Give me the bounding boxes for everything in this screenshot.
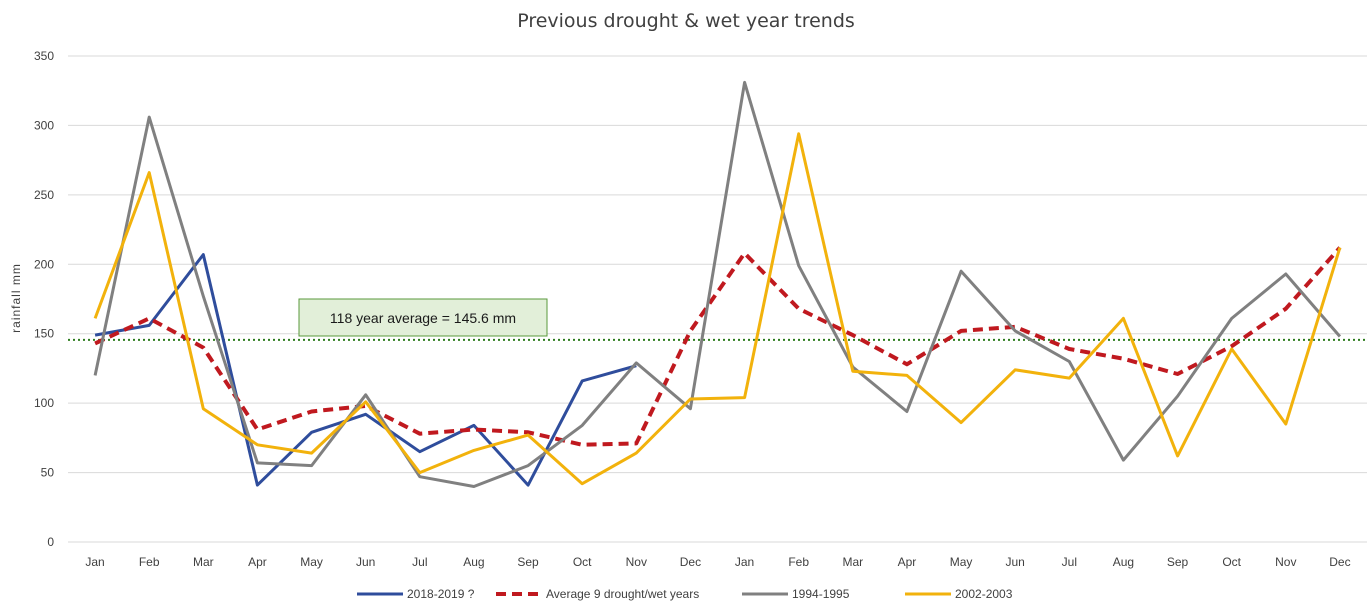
x-tick-label: Apr: [248, 555, 267, 569]
x-tick-label: Apr: [898, 555, 917, 569]
legend-label-3: 2002-2003: [955, 587, 1013, 601]
x-tick-label: Jul: [1062, 555, 1077, 569]
x-tick-label: Nov: [626, 555, 647, 569]
y-axis-ticks: 0 50 100 150 200 250 300 350: [34, 49, 54, 549]
x-tick-label: Feb: [788, 555, 809, 569]
y-tick-label: 150: [34, 327, 54, 341]
x-tick-label: May: [300, 555, 323, 569]
x-tick-label: Dec: [680, 555, 701, 569]
x-tick-label: Jan: [85, 555, 104, 569]
x-tick-label: Nov: [1275, 555, 1296, 569]
x-tick-label: Jan: [735, 555, 754, 569]
series-line-3: [93, 132, 1342, 486]
x-tick-label: Aug: [1113, 555, 1134, 569]
average-annotation: 118 year average = 145.6 mm: [298, 298, 548, 337]
series-line-2: [93, 80, 1342, 488]
legend: 2018-2019 ? Average 9 drought/wet years 19…: [357, 587, 1013, 601]
x-axis-ticks: Jan Feb Mar Apr May Jun Jul Aug Sep Oct Nov Dec Jan F…: [85, 555, 1350, 569]
x-tick-label: Oct: [1222, 555, 1241, 569]
x-tick-label: Oct: [573, 555, 592, 569]
legend-label-0: 2018-2019 ?: [407, 587, 475, 601]
x-tick-label: Mar: [842, 555, 863, 569]
average-annotation-label: 118 year average = 145.6 mm: [330, 310, 516, 326]
x-tick-label: Jun: [1006, 555, 1025, 569]
y-tick-label: 0: [47, 535, 54, 549]
average-annotation-box: [298, 298, 548, 337]
gridlines: [68, 55, 1367, 543]
y-tick-label: 100: [34, 396, 54, 410]
y-tick-label: 50: [41, 466, 55, 480]
series-line-1: [94, 246, 1342, 447]
x-tick-label: Mar: [193, 555, 214, 569]
y-tick-label: 200: [34, 257, 54, 271]
y-tick-label: 250: [34, 188, 54, 202]
x-tick-label: Jul: [412, 555, 427, 569]
x-tick-label: Aug: [463, 555, 484, 569]
y-tick-label: 350: [34, 49, 54, 63]
x-tick-label: Jun: [356, 555, 375, 569]
y-axis-label: rainfall mm: [9, 263, 23, 333]
y-tick-label: 300: [34, 118, 54, 132]
x-tick-label: Sep: [1167, 555, 1189, 569]
series-lines: [93, 80, 1342, 488]
x-tick-label: Dec: [1329, 555, 1350, 569]
legend-label-1: Average 9 drought/wet years: [546, 587, 699, 601]
x-tick-label: May: [950, 555, 973, 569]
x-tick-label: Sep: [517, 555, 539, 569]
x-tick-label: Feb: [139, 555, 160, 569]
chart-title: Previous drought & wet year trends: [517, 10, 855, 32]
legend-label-2: 1994-1995: [792, 587, 850, 601]
